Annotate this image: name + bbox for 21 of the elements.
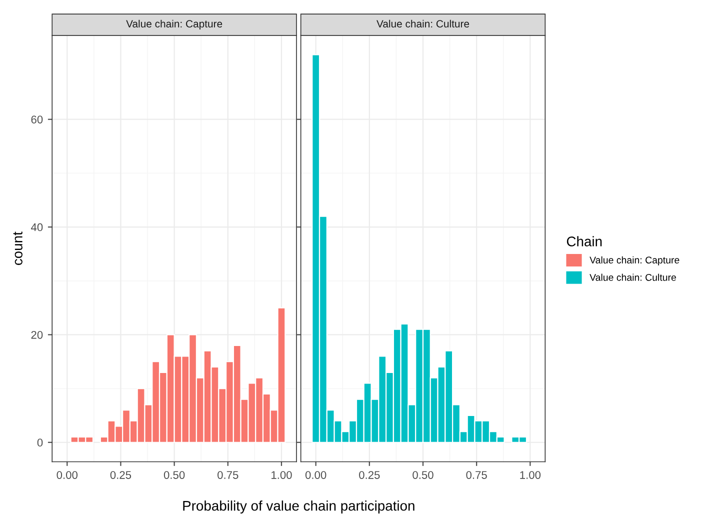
- legend-label: Value chain: Capture: [590, 256, 680, 266]
- y-tick-label: 60: [31, 116, 43, 124]
- y-tick-label: 0: [37, 438, 43, 447]
- x-tick-label: 1.00: [272, 471, 292, 479]
- chart-title: Value chain: Culture: [376, 20, 470, 28]
- x-tick-label: 0.50: [164, 471, 185, 479]
- legend-title: Chain: [566, 236, 602, 246]
- x-tick-label: 0.00: [305, 471, 326, 479]
- x-axis-title: Probability of value chain participation: [183, 500, 414, 514]
- chart-title: Value chain: Capture: [126, 20, 222, 30]
- y-axis-title: count: [13, 232, 22, 265]
- x-tick-label: 0.25: [359, 471, 380, 479]
- legend-label: Value chain: Culture: [590, 274, 676, 281]
- x-tick-label: 0.50: [412, 471, 434, 479]
- y-tick-label: 20: [31, 330, 43, 339]
- x-tick-label: 0.75: [466, 471, 487, 479]
- y-tick-label: 40: [31, 223, 43, 232]
- x-tick-label: 0.00: [56, 471, 78, 479]
- x-tick-label: 0.75: [218, 471, 238, 479]
- x-tick-label: 1.00: [520, 471, 541, 479]
- x-tick-label: 0.25: [110, 471, 132, 479]
